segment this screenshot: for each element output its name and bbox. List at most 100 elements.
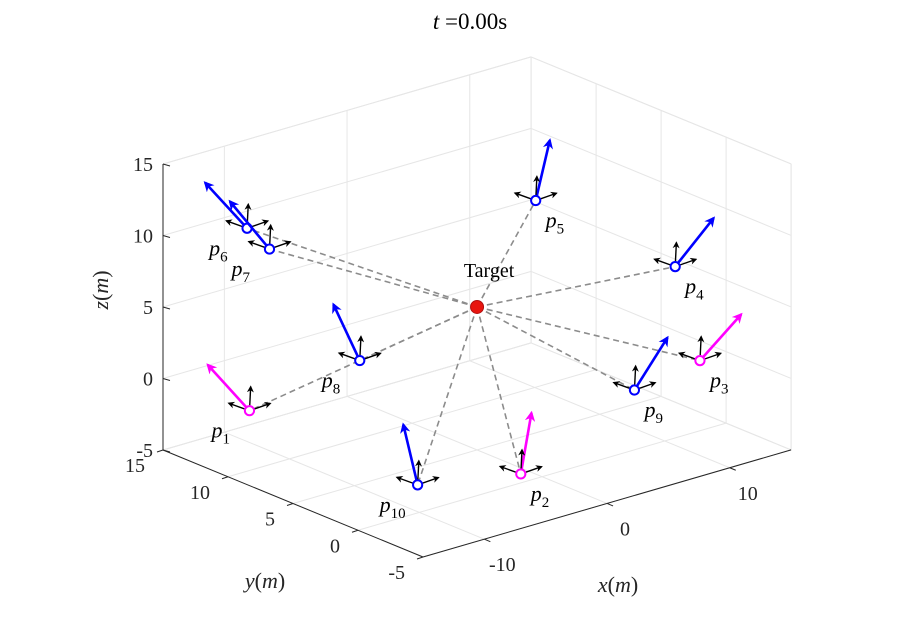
heading-arrow bbox=[400, 422, 419, 486]
agent-8: p8 bbox=[320, 302, 382, 398]
agent-label-name: p bbox=[708, 368, 721, 393]
y-tick-label: 15 bbox=[125, 455, 145, 477]
y-axis-label: y(m) bbox=[243, 568, 285, 593]
grid-z-side bbox=[530, 199, 792, 308]
agent-label-name: p bbox=[207, 235, 220, 260]
z-axis-unit: m bbox=[88, 278, 113, 294]
x-axis-paren-close: ) bbox=[631, 572, 638, 597]
target-link-line bbox=[476, 265, 676, 308]
agent-label-subscript: 7 bbox=[242, 270, 250, 286]
agent-label: p8 bbox=[320, 368, 341, 398]
agent-label-name: p bbox=[642, 397, 655, 422]
x-axis-paren-open: ( bbox=[608, 572, 615, 597]
x-tick bbox=[484, 538, 491, 543]
title-value: 0.00s bbox=[458, 9, 507, 34]
z-tick-label: -5 bbox=[136, 440, 153, 462]
agent-marker bbox=[669, 261, 681, 273]
agent-label: p7 bbox=[229, 256, 250, 286]
grid-z-side bbox=[530, 342, 792, 451]
agent-label-name: p bbox=[320, 368, 333, 393]
y-tick bbox=[416, 556, 424, 560]
agent-label: p4 bbox=[683, 274, 704, 304]
y-tick bbox=[351, 529, 359, 533]
agent-6: p6 bbox=[203, 181, 270, 265]
target-label: Target bbox=[464, 260, 515, 282]
x-tick-label: 10 bbox=[738, 483, 758, 505]
agent-label: p1 bbox=[209, 418, 230, 448]
z-tick-label: 0 bbox=[143, 369, 153, 391]
target-link-line bbox=[476, 200, 537, 308]
target-link-line bbox=[416, 306, 478, 486]
agent-label-name: p bbox=[529, 481, 542, 506]
z-tick bbox=[162, 306, 171, 310]
agent-marker bbox=[628, 384, 641, 396]
agent-label: p5 bbox=[544, 208, 565, 238]
agent-5: p5 bbox=[513, 138, 565, 238]
target-link-line bbox=[476, 306, 635, 391]
agent-marker bbox=[354, 354, 366, 367]
agent-label-subscript: 4 bbox=[696, 288, 704, 304]
target-group: Target bbox=[464, 260, 515, 314]
target-link-line bbox=[246, 227, 478, 308]
heading-arrow bbox=[674, 216, 715, 268]
z-axis-var: z bbox=[88, 301, 113, 311]
y-tick bbox=[286, 503, 294, 506]
y-axis-var: y bbox=[243, 568, 255, 593]
z-tick-label: 10 bbox=[133, 226, 153, 248]
agent-label-subscript: 1 bbox=[222, 432, 230, 448]
grid-y-floor bbox=[357, 422, 727, 531]
z-tick-label: 5 bbox=[143, 297, 153, 319]
grid-z-side bbox=[530, 56, 792, 165]
y-tick-label: -5 bbox=[388, 562, 405, 584]
agent-label: p9 bbox=[642, 397, 663, 427]
agent-label-name: p bbox=[209, 418, 222, 443]
agent-2: p2 bbox=[498, 410, 550, 511]
target-link-line bbox=[359, 306, 478, 362]
x-axis-var: x bbox=[597, 572, 608, 597]
z-axis-paren-close: ) bbox=[88, 270, 113, 277]
y-axis-unit: m bbox=[262, 568, 278, 593]
agent-label-name: p bbox=[378, 492, 391, 517]
agent-marker bbox=[243, 405, 256, 417]
heading-arrow bbox=[519, 410, 536, 475]
heading-arrow bbox=[633, 335, 669, 391]
target-link-line bbox=[476, 306, 701, 362]
agent-label: p10 bbox=[378, 492, 406, 522]
title-variable: t bbox=[433, 9, 440, 34]
y-axis-paren-close: ) bbox=[278, 568, 285, 593]
agent-marker bbox=[515, 468, 527, 480]
agent-label-name: p bbox=[229, 256, 242, 281]
agent-marker bbox=[263, 243, 276, 255]
agent-label-name: p bbox=[683, 274, 696, 299]
x-tick bbox=[729, 467, 736, 471]
y-tick bbox=[221, 476, 229, 480]
heading-arrow bbox=[228, 199, 271, 250]
agent-marker bbox=[412, 479, 424, 491]
agent-label-subscript: 10 bbox=[391, 506, 406, 522]
agent-label-subscript: 8 bbox=[333, 382, 341, 398]
heading-arrow bbox=[206, 363, 251, 412]
y-axis-paren-open: ( bbox=[255, 568, 262, 593]
x-tick-label: 0 bbox=[620, 518, 630, 540]
x-tick bbox=[606, 502, 614, 507]
heading-arrow bbox=[698, 312, 743, 362]
z-tick bbox=[162, 235, 171, 238]
connection-lines bbox=[246, 200, 701, 486]
agent-marker bbox=[530, 194, 542, 207]
z-tick bbox=[162, 449, 171, 453]
agent-label: p3 bbox=[708, 368, 729, 398]
title-equals: = bbox=[439, 9, 458, 34]
axes bbox=[156, 163, 792, 560]
y-tick-label: 5 bbox=[265, 509, 275, 531]
grid-z-side bbox=[530, 270, 792, 379]
grid-z-back bbox=[162, 199, 532, 308]
y-tick bbox=[156, 449, 164, 453]
agent-4: p4 bbox=[653, 216, 715, 304]
grid-z-side bbox=[530, 127, 792, 236]
agent-label: p6 bbox=[207, 235, 228, 265]
agent-label-subscript: 2 bbox=[542, 495, 550, 511]
z-tick bbox=[162, 378, 171, 381]
agent-9: p9 bbox=[612, 335, 669, 427]
